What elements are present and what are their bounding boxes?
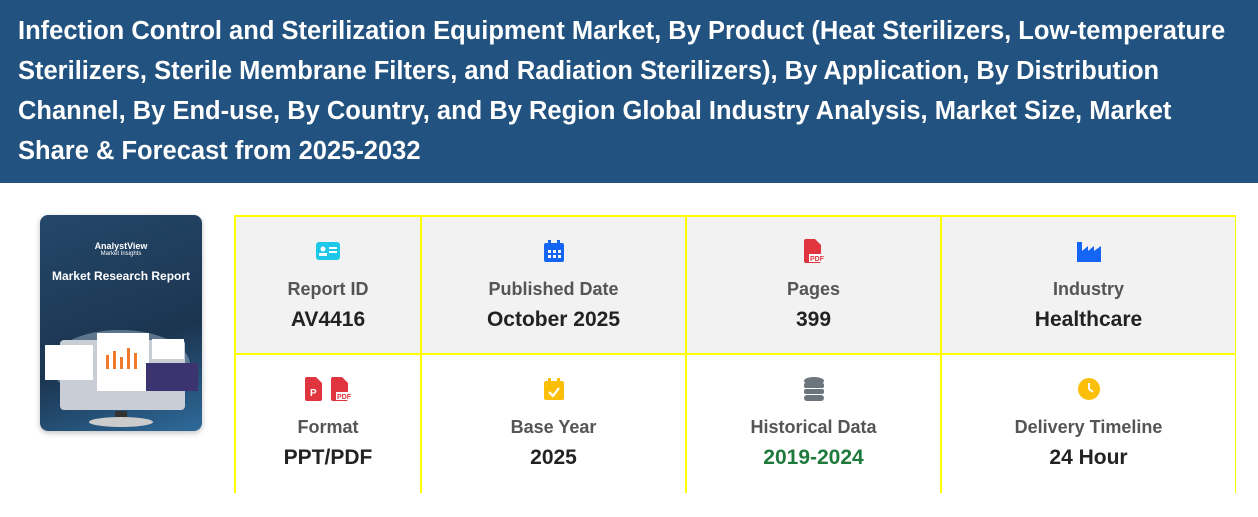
- report-details-grid: Report ID AV4416 Published Date October …: [234, 215, 1236, 493]
- detail-value: 2025: [530, 446, 577, 469]
- detail-value: 24 Hour: [1049, 446, 1128, 469]
- calendar-icon: [422, 239, 685, 263]
- detail-value: AV4416: [290, 308, 366, 331]
- clock-icon: [942, 377, 1235, 401]
- detail-label: Report ID: [287, 279, 369, 299]
- page-header: Infection Control and Sterilization Equi…: [0, 0, 1258, 183]
- detail-label: Delivery Timeline: [1014, 417, 1163, 437]
- svg-text:PDF: PDF: [337, 394, 351, 401]
- calendar-check-icon: [422, 377, 685, 401]
- id-card-icon: [236, 239, 420, 263]
- svg-text:PDF: PDF: [810, 256, 824, 263]
- detail-delivery-timeline: Delivery Timeline 24 Hour: [942, 355, 1235, 493]
- detail-value: Healthcare: [1034, 308, 1143, 331]
- detail-base-year: Base Year 2025: [422, 355, 687, 493]
- detail-label: Base Year: [510, 417, 597, 437]
- detail-format: P PDF Format PPT/PDF: [236, 355, 422, 493]
- cover-title: Market Research Report: [51, 269, 191, 283]
- report-cover-image: AnalystView Market Insights Market Resear…: [40, 215, 202, 431]
- cover-illustration: [45, 330, 198, 427]
- detail-historical-data: Historical Data 2019-2024: [687, 355, 942, 493]
- detail-report-id: Report ID AV4416: [236, 217, 422, 355]
- detail-pages: PDF Pages 399: [687, 217, 942, 355]
- page-title: Infection Control and Sterilization Equi…: [18, 17, 1226, 165]
- detail-industry: Industry Healthcare: [942, 217, 1235, 355]
- cover-brand: AnalystView Market Insights: [94, 241, 148, 257]
- detail-label: Industry: [1052, 279, 1124, 299]
- detail-label: Pages: [786, 279, 841, 299]
- detail-value: PPT/PDF: [283, 446, 373, 469]
- database-icon: [687, 377, 940, 401]
- detail-label: Format: [297, 417, 359, 437]
- detail-published-date: Published Date October 2025: [422, 217, 687, 355]
- detail-value: October 2025: [486, 308, 621, 331]
- svg-text:P: P: [310, 388, 317, 399]
- detail-label: Historical Data: [750, 417, 877, 437]
- detail-value: 2019-2024: [763, 446, 864, 469]
- pdf-file-icon: PDF: [687, 239, 940, 263]
- detail-label: Published Date: [488, 279, 619, 299]
- detail-value: 399: [795, 308, 832, 331]
- industry-icon: [942, 239, 1235, 263]
- ppt-pdf-icon: P PDF: [236, 377, 420, 401]
